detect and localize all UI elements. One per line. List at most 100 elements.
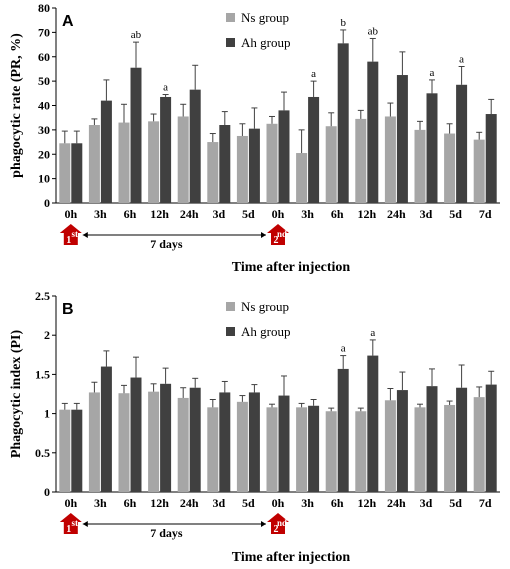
x-tick-label: 5d bbox=[449, 207, 462, 221]
y-tick-label: 80 bbox=[38, 1, 50, 15]
ns-bar bbox=[325, 411, 337, 492]
ns-bar bbox=[207, 407, 219, 492]
significance-label: b bbox=[340, 17, 346, 29]
injection-marker-ordinal: st bbox=[72, 518, 79, 528]
x-tick-label: 0h bbox=[272, 207, 285, 221]
y-tick-label: 40 bbox=[38, 99, 50, 113]
ah-bar bbox=[367, 61, 379, 203]
x-tick-label: 3d bbox=[212, 496, 225, 510]
legend-swatch-ah bbox=[226, 38, 235, 47]
ah-bar bbox=[278, 110, 290, 203]
x-tick-label: 24h bbox=[180, 496, 199, 510]
significance-label: a bbox=[311, 68, 316, 80]
x-tick-label: 24h bbox=[387, 207, 406, 221]
ah-bar bbox=[396, 75, 408, 203]
x-tick-label: 3h bbox=[94, 207, 107, 221]
x-tick-label: 6h bbox=[331, 496, 344, 510]
ah-bar bbox=[100, 100, 112, 203]
ns-bar bbox=[444, 133, 456, 203]
ah-bar bbox=[248, 392, 260, 492]
y-tick-label: 70 bbox=[38, 25, 50, 39]
injection-marker-number: 1 bbox=[66, 235, 71, 246]
significance-label: a bbox=[341, 343, 346, 355]
ah-bar bbox=[130, 67, 142, 203]
y-tick-label: 50 bbox=[38, 74, 50, 88]
x-tick-label: 6h bbox=[124, 496, 137, 510]
panel-letter: A bbox=[62, 13, 74, 30]
interval-label: 7 days bbox=[150, 526, 183, 540]
significance-label: a bbox=[370, 327, 375, 339]
significance-label: ab bbox=[368, 25, 379, 37]
significance-label: a bbox=[459, 54, 464, 66]
significance-label: a bbox=[430, 67, 435, 79]
ah-bar bbox=[337, 43, 349, 203]
ah-bar bbox=[219, 125, 231, 203]
x-tick-label: 7d bbox=[479, 207, 492, 221]
x-tick-label: 3h bbox=[301, 207, 314, 221]
ah-bar bbox=[308, 405, 320, 492]
ns-bar bbox=[266, 123, 278, 203]
significance-label: ab bbox=[131, 29, 142, 41]
y-tick-label: 2 bbox=[44, 328, 50, 342]
ah-bar bbox=[367, 355, 379, 492]
ns-bar bbox=[444, 404, 456, 492]
injection-marker-ordinal: nd bbox=[277, 229, 287, 239]
x-tick-label: 5d bbox=[242, 496, 255, 510]
injection-marker-first bbox=[59, 224, 82, 245]
ns-bar bbox=[177, 397, 189, 492]
x-tick-label: 5d bbox=[449, 496, 462, 510]
ns-bar bbox=[59, 143, 71, 203]
ns-bar bbox=[384, 400, 396, 492]
ah-bar bbox=[426, 93, 438, 203]
ns-bar bbox=[148, 391, 160, 492]
ns-bar bbox=[148, 121, 160, 203]
legend-swatch-ah bbox=[226, 327, 235, 336]
x-tick-label: 5d bbox=[242, 207, 255, 221]
ah-bar bbox=[130, 377, 142, 492]
ah-bar bbox=[456, 84, 468, 203]
ns-bar bbox=[473, 139, 485, 203]
injection-marker-second bbox=[267, 513, 289, 534]
ns-bar bbox=[296, 153, 308, 203]
y-tick-label: 60 bbox=[38, 50, 50, 64]
injection-marker-number: 2 bbox=[274, 235, 279, 246]
panel-b-chart: 0 0.5 1 1.5 2 2.5 0h 3h 6h 12h 24h 3d 5d 0h 3h a 6h a 12h 2… bbox=[9, 289, 500, 565]
ns-bar bbox=[236, 401, 248, 492]
ah-bar bbox=[396, 390, 408, 492]
y-tick-label: 0 bbox=[44, 196, 50, 210]
ns-bar bbox=[236, 135, 248, 203]
ah-bar bbox=[189, 387, 201, 492]
x-tick-label: 0h bbox=[272, 496, 285, 510]
ah-bar bbox=[71, 409, 83, 492]
x-tick-label: 3d bbox=[420, 496, 433, 510]
ah-bar bbox=[160, 96, 172, 203]
significance-label: a bbox=[163, 82, 168, 94]
interval-arrowhead-left bbox=[82, 521, 88, 527]
injection-marker-second bbox=[267, 224, 289, 245]
x-tick-label: 3h bbox=[301, 496, 314, 510]
y-tick-label: 1 bbox=[44, 407, 50, 421]
y-tick-label: 0 bbox=[44, 485, 50, 499]
injection-marker-first bbox=[59, 513, 82, 534]
interval-arrowhead-right bbox=[261, 232, 266, 238]
ns-bar bbox=[414, 129, 426, 203]
y-tick-label: 1.5 bbox=[35, 367, 50, 381]
ah-bar bbox=[485, 114, 497, 203]
legend-label-ah: Ah group bbox=[241, 35, 290, 50]
legend-swatch-ns bbox=[226, 13, 235, 22]
x-tick-label: 0h bbox=[64, 207, 77, 221]
y-tick-label: 30 bbox=[38, 123, 50, 137]
ns-bar bbox=[118, 122, 130, 203]
x-tick-label: 3d bbox=[212, 207, 225, 221]
ah-bar bbox=[248, 128, 260, 203]
ns-bar bbox=[355, 118, 367, 203]
x-tick-label: 12h bbox=[357, 496, 376, 510]
x-tick-label: 12h bbox=[150, 496, 169, 510]
interval-arrowhead-left bbox=[82, 232, 88, 238]
interval-label: 7 days bbox=[150, 237, 183, 251]
ns-bar bbox=[266, 407, 278, 492]
ah-bar bbox=[278, 395, 290, 492]
panel-letter: B bbox=[62, 301, 74, 318]
injection-marker-number: 2 bbox=[274, 524, 279, 535]
legend-swatch-ns bbox=[226, 302, 235, 311]
